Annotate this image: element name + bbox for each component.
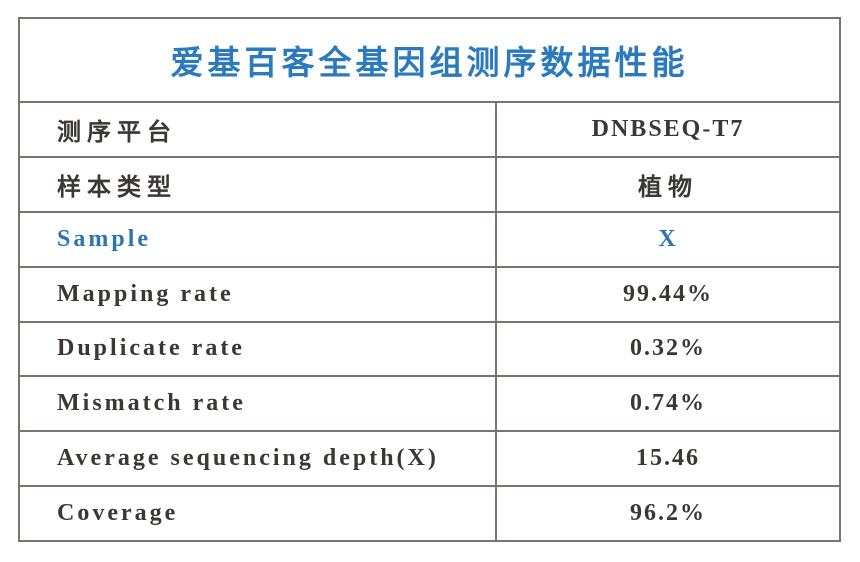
row-label: Sample bbox=[20, 212, 497, 266]
row-label: Duplicate rate bbox=[20, 322, 497, 376]
row-value: 植物 bbox=[638, 174, 698, 201]
row-label: Mapping rate bbox=[20, 267, 497, 321]
row-value: 96.2% bbox=[630, 500, 706, 527]
table-row: Average sequencing depth(X) 15.46 bbox=[20, 430, 839, 486]
row-label: 样本类型 bbox=[20, 157, 497, 211]
table-title-row: 爱基百客全基因组测序数据性能 bbox=[20, 19, 839, 101]
row-value: 15.46 bbox=[636, 445, 700, 472]
row-value: 0.32% bbox=[630, 335, 706, 362]
table-row: Duplicate rate 0.32% bbox=[20, 320, 839, 376]
table-row: 样本类型 植物 bbox=[20, 155, 839, 211]
row-label: Average sequencing depth(X) bbox=[20, 432, 497, 486]
table-body: 测序平台 DNBSEQ-T7 样本类型 植物 Sample X Mapping … bbox=[20, 101, 839, 540]
table-row: Mismatch rate 0.74% bbox=[20, 375, 839, 431]
row-label: Coverage bbox=[20, 487, 497, 540]
table-row: Sample X bbox=[20, 210, 839, 266]
row-label: 测序平台 bbox=[20, 103, 497, 156]
row-label: Mismatch rate bbox=[20, 377, 497, 431]
table-row: Mapping rate 99.44% bbox=[20, 265, 839, 321]
row-value: DNBSEQ-T7 bbox=[591, 115, 745, 142]
table-row: Coverage 96.2% bbox=[20, 485, 839, 540]
row-value: 99.44% bbox=[623, 280, 713, 307]
sequencing-performance-table: 爱基百客全基因组测序数据性能 测序平台 DNBSEQ-T7 样本类型 植物 Sa… bbox=[18, 17, 841, 542]
table-row: 测序平台 DNBSEQ-T7 bbox=[20, 101, 839, 156]
row-value: X bbox=[658, 225, 678, 252]
row-value: 0.74% bbox=[630, 390, 706, 417]
table-title: 爱基百客全基因组测序数据性能 bbox=[170, 46, 689, 82]
